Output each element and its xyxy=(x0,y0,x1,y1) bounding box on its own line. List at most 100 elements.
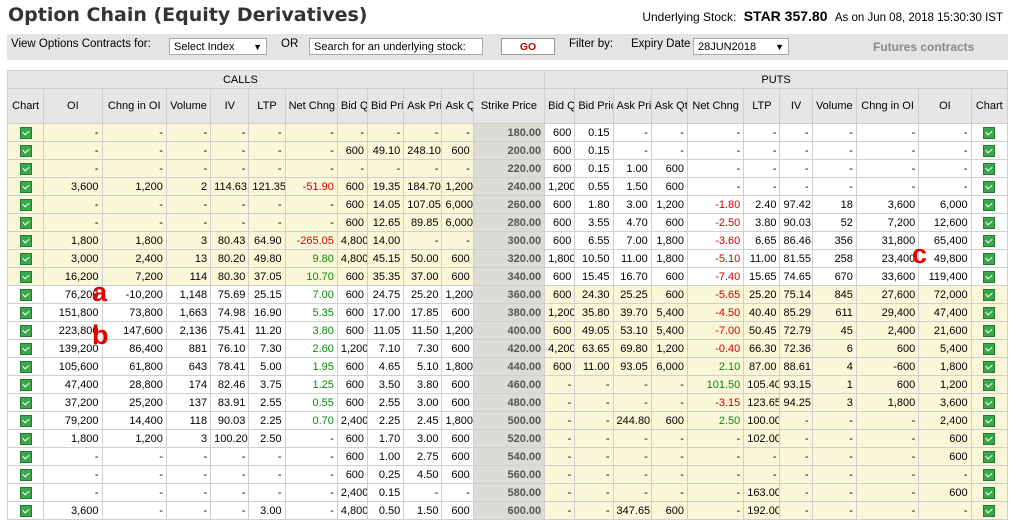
chart-cell[interactable] xyxy=(970,195,1009,214)
put-cell: - xyxy=(743,141,781,160)
chart-cell[interactable] xyxy=(970,285,1009,304)
chart-icon[interactable] xyxy=(19,468,32,481)
chart-cell[interactable] xyxy=(6,231,45,250)
chart-cell[interactable] xyxy=(970,267,1009,286)
chart-icon[interactable] xyxy=(983,414,996,427)
chart-icon[interactable] xyxy=(983,342,996,355)
call-cell: - xyxy=(43,465,103,484)
chart-icon[interactable] xyxy=(983,162,996,175)
chart-icon[interactable] xyxy=(983,396,996,409)
chart-icon[interactable] xyxy=(983,180,996,193)
chart-icon[interactable] xyxy=(983,432,996,445)
chart-cell[interactable] xyxy=(970,249,1009,268)
chart-icon[interactable] xyxy=(983,288,996,301)
chart-cell[interactable] xyxy=(970,393,1009,412)
chart-cell[interactable] xyxy=(970,447,1009,466)
chart-cell[interactable] xyxy=(970,501,1009,520)
put-cell: 600 xyxy=(544,195,576,214)
chart-icon[interactable] xyxy=(19,324,32,337)
go-button[interactable]: GO xyxy=(501,38,555,55)
chart-cell[interactable] xyxy=(6,249,45,268)
chart-icon[interactable] xyxy=(19,432,32,445)
chart-icon[interactable] xyxy=(983,198,996,211)
chart-icon[interactable] xyxy=(983,216,996,229)
chart-icon[interactable] xyxy=(19,486,32,499)
index-select[interactable]: Select Index ▼ xyxy=(169,38,267,55)
chart-cell[interactable] xyxy=(6,195,45,214)
chart-icon[interactable] xyxy=(19,126,32,139)
chart-cell[interactable] xyxy=(6,447,45,466)
futures-contracts-link[interactable]: Futures contracts xyxy=(873,40,975,54)
chart-icon[interactable] xyxy=(19,180,32,193)
chart-icon[interactable] xyxy=(983,450,996,463)
chart-cell[interactable] xyxy=(6,123,45,142)
chart-cell[interactable] xyxy=(970,375,1009,394)
chart-cell[interactable] xyxy=(970,303,1009,322)
chart-cell[interactable] xyxy=(6,339,45,358)
chart-icon[interactable] xyxy=(19,504,32,517)
chart-cell[interactable] xyxy=(6,285,45,304)
chart-icon[interactable] xyxy=(19,270,32,283)
chart-icon[interactable] xyxy=(19,414,32,427)
chart-cell[interactable] xyxy=(970,357,1009,376)
chart-cell[interactable] xyxy=(6,159,45,178)
chart-icon[interactable] xyxy=(19,198,32,211)
chart-icon[interactable] xyxy=(19,252,32,265)
chart-icon[interactable] xyxy=(983,270,996,283)
chart-icon[interactable] xyxy=(983,468,996,481)
chart-icon[interactable] xyxy=(19,378,32,391)
chart-cell[interactable] xyxy=(6,501,45,520)
chart-icon[interactable] xyxy=(983,324,996,337)
option-row: - - - - - -600 12.65 89.85 6,000 280.00 600 3.55 4.7… xyxy=(6,213,1009,232)
chart-cell[interactable] xyxy=(6,267,45,286)
chart-cell[interactable] xyxy=(970,177,1009,196)
chart-icon[interactable] xyxy=(983,360,996,373)
chart-cell[interactable] xyxy=(6,483,45,502)
chart-icon[interactable] xyxy=(19,342,32,355)
chart-icon[interactable] xyxy=(19,306,32,319)
chart-cell[interactable] xyxy=(970,339,1009,358)
chart-icon[interactable] xyxy=(983,252,996,265)
chart-icon[interactable] xyxy=(19,144,32,157)
chart-cell[interactable] xyxy=(970,159,1009,178)
chart-cell[interactable] xyxy=(970,411,1009,430)
chart-cell[interactable] xyxy=(6,465,45,484)
chart-cell[interactable] xyxy=(970,231,1009,250)
chart-cell[interactable] xyxy=(970,465,1009,484)
chart-icon[interactable] xyxy=(983,126,996,139)
call-cell: 1.25 xyxy=(284,375,338,394)
chart-icon[interactable] xyxy=(19,234,32,247)
chart-cell[interactable] xyxy=(970,141,1009,160)
chart-cell[interactable] xyxy=(6,177,45,196)
chart-cell[interactable] xyxy=(6,141,45,160)
chart-cell[interactable] xyxy=(6,213,45,232)
chart-cell[interactable] xyxy=(970,321,1009,340)
chart-icon[interactable] xyxy=(19,162,32,175)
chart-icon[interactable] xyxy=(19,288,32,301)
put-cell: 31,800 xyxy=(855,231,920,250)
chart-cell[interactable] xyxy=(6,357,45,376)
chart-icon[interactable] xyxy=(983,486,996,499)
chart-icon[interactable] xyxy=(19,450,32,463)
chart-cell[interactable] xyxy=(6,411,45,430)
chart-icon[interactable] xyxy=(19,216,32,229)
chart-cell[interactable] xyxy=(6,393,45,412)
chart-icon[interactable] xyxy=(983,144,996,157)
chart-cell[interactable] xyxy=(970,483,1009,502)
chart-icon[interactable] xyxy=(983,378,996,391)
chart-icon[interactable] xyxy=(983,306,996,319)
expiry-select[interactable]: 28JUN2018 ▼ xyxy=(693,38,789,55)
chart-icon[interactable] xyxy=(983,234,996,247)
chart-cell[interactable] xyxy=(970,429,1009,448)
put-cell: 53.10 xyxy=(612,321,652,340)
chart-cell[interactable] xyxy=(6,429,45,448)
chart-cell[interactable] xyxy=(970,213,1009,232)
chart-cell[interactable] xyxy=(6,375,45,394)
chart-icon[interactable] xyxy=(983,504,996,517)
chart-icon[interactable] xyxy=(19,396,32,409)
stock-search-input[interactable]: Search for an underlying stock: xyxy=(309,38,483,55)
chart-cell[interactable] xyxy=(6,321,45,340)
chart-icon[interactable] xyxy=(19,360,32,373)
chart-cell[interactable] xyxy=(970,123,1009,142)
chart-cell[interactable] xyxy=(6,303,45,322)
